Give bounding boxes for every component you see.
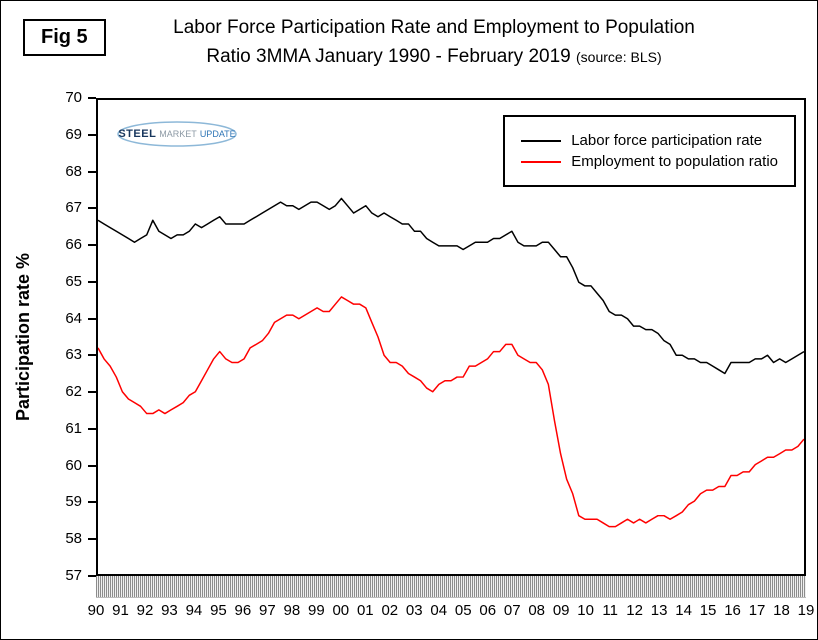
x-axis-minor-ticks	[96, 576, 806, 598]
y-tick-label: 57	[65, 567, 82, 584]
x-tick-label: 19	[797, 602, 815, 619]
x-axis-labels: 90 91 92 93 94 95 96 97 98 99 00 01 02 03 04 05 06 07 08 09…	[88, 602, 815, 626]
y-tick-label: 70	[65, 89, 82, 106]
y-tick-mark	[88, 170, 96, 173]
x-tick-label: 17	[748, 602, 766, 619]
x-tick-label: 92	[136, 602, 154, 619]
x-tick-label: 11	[602, 602, 618, 619]
x-tick-label: 98	[283, 602, 301, 619]
x-tick-label: 02	[381, 602, 399, 619]
x-tick-label: 00	[332, 602, 350, 619]
y-axis-ticks: 70 69 68 67 66 65 64 63 62 61 60 59 58 57	[39, 89, 96, 584]
y-tick-mark	[88, 207, 96, 210]
x-tick-label: 91	[112, 602, 129, 619]
y-tick-mark	[88, 501, 96, 504]
x-tick-label: 93	[161, 602, 178, 619]
logo-ellipse-icon	[117, 121, 237, 147]
y-tick-mark	[88, 538, 96, 541]
legend-label: Employment to population ratio	[571, 153, 778, 170]
x-tick-label: 16	[724, 602, 741, 619]
x-tick-label: 94	[185, 602, 203, 619]
legend-item-participation-rate: Labor force participation rate	[521, 132, 778, 149]
y-tick-label: 62	[65, 383, 82, 401]
x-tick-label: 10	[577, 602, 594, 619]
y-tick-label: 68	[65, 162, 82, 180]
y-tick-label: 64	[65, 309, 82, 327]
y-tick-label: 66	[65, 236, 82, 254]
y-tick-mark	[88, 354, 96, 357]
x-tick-label: 97	[259, 602, 276, 619]
x-tick-label: 90	[87, 602, 105, 619]
y-tick-mark	[88, 317, 96, 320]
x-tick-label: 06	[479, 602, 497, 619]
chart-title: Labor Force Participation Rate and Emplo…	[61, 17, 807, 68]
y-tick-mark	[88, 97, 96, 99]
y-tick-label: 59	[65, 493, 82, 511]
x-tick-label: 13	[650, 602, 668, 619]
legend-label: Labor force participation rate	[571, 132, 763, 149]
steel-market-update-logo: STEEL MARKET UPDATE	[116, 120, 238, 148]
red-line-swatch-icon	[521, 160, 562, 163]
y-axis-title: Participation rate %	[13, 252, 33, 422]
y-tick-label: 58	[65, 530, 82, 548]
x-tick-label: 15	[699, 602, 717, 619]
y-tick-mark	[88, 575, 96, 577]
y-tick-mark	[88, 244, 96, 247]
x-tick-label: 03	[405, 602, 423, 619]
title-line-1: Labor Force Participation Rate and Emplo…	[173, 17, 695, 38]
y-tick-mark	[88, 464, 96, 467]
y-tick-label: 69	[65, 125, 82, 143]
title-source: (source: BLS)	[576, 49, 662, 65]
x-tick-label: 95	[210, 602, 227, 619]
x-tick-label: 05	[454, 602, 472, 619]
legend-item-employment-ratio: Employment to population ratio	[521, 153, 778, 170]
x-tick-label: 01	[356, 602, 374, 619]
figure-label: Fig 5	[23, 19, 106, 56]
title-line-2-text: Ratio 3MMA January 1990 - February 2019	[206, 46, 571, 67]
x-tick-label: 18	[773, 602, 790, 619]
y-tick-label: 61	[65, 419, 82, 437]
x-tick-label: 08	[528, 602, 546, 619]
y-tick-mark	[88, 427, 96, 430]
y-tick-mark	[88, 391, 96, 394]
x-tick-label: 14	[675, 602, 692, 619]
logo-word-update: UPDATE	[199, 129, 236, 139]
y-tick-label: 63	[65, 346, 82, 364]
x-tick-label: 96	[234, 602, 252, 619]
x-tick-label: 04	[430, 602, 448, 619]
y-tick-label: 65	[65, 272, 82, 290]
title-line-2: Ratio 3MMA January 1990 - February 2019 …	[61, 46, 807, 68]
y-tick-label: 67	[65, 199, 82, 217]
y-tick-label: 60	[65, 456, 82, 474]
logo-word-steel: STEEL	[118, 128, 157, 140]
y-tick-mark	[88, 280, 96, 283]
y-tick-mark	[88, 133, 96, 136]
legend: Labor force participation rate Employmen…	[503, 115, 796, 187]
plot-area: STEEL MARKET UPDATE Labor force particip…	[96, 98, 806, 576]
logo-word-market: MARKET	[159, 129, 197, 139]
black-line-swatch-icon	[521, 139, 562, 142]
x-tick-label: 09	[552, 602, 570, 619]
chart-lines	[98, 197, 804, 528]
logo-text: STEEL MARKET UPDATE	[116, 120, 238, 148]
x-tick-label: 12	[626, 602, 643, 619]
x-tick-label: 07	[503, 602, 521, 619]
x-tick-label: 99	[308, 602, 325, 619]
